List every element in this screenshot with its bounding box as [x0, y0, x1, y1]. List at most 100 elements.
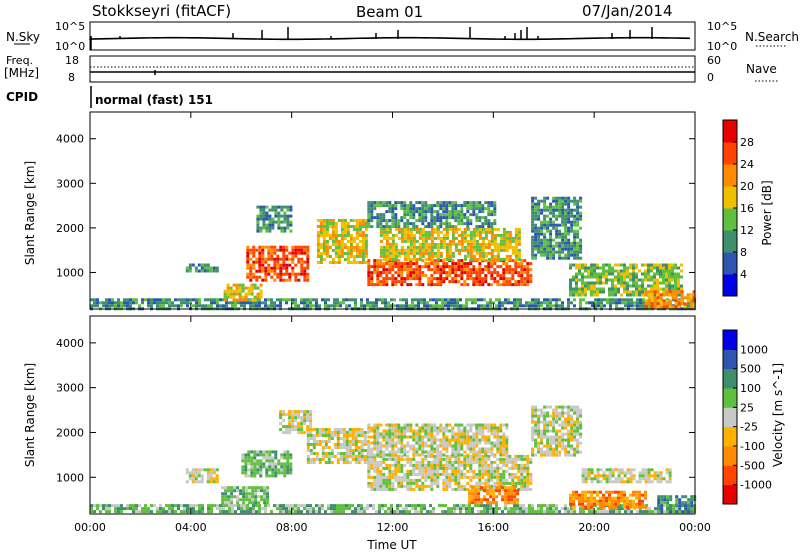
data-cell	[333, 304, 336, 308]
data-cell	[254, 489, 258, 493]
data-cell	[424, 233, 428, 237]
data-cell	[93, 510, 96, 514]
data-cell	[505, 257, 509, 261]
data-cell	[644, 272, 647, 276]
data-cell	[394, 478, 398, 482]
data-cell	[309, 422, 313, 426]
data-cell	[93, 301, 96, 305]
data-cell	[593, 263, 596, 267]
data-cell	[442, 429, 446, 433]
data-cell	[662, 293, 666, 297]
data-cell	[508, 457, 512, 461]
data-cell	[322, 246, 326, 249]
data-cell	[345, 443, 349, 446]
data-cell	[564, 226, 568, 230]
data-cell	[421, 259, 425, 263]
data-cell	[520, 283, 524, 287]
data-cell	[517, 478, 521, 482]
data-cell	[387, 304, 390, 308]
data-cell	[472, 207, 476, 211]
data-cell	[444, 298, 447, 302]
data-cell	[244, 453, 248, 457]
data-cell	[466, 233, 470, 237]
data-cell	[388, 469, 392, 473]
data-cell	[421, 472, 425, 476]
data-cell	[337, 258, 341, 261]
data-cell	[546, 241, 550, 245]
data-cell	[394, 251, 398, 255]
data-cell	[546, 220, 550, 224]
data-cell	[614, 263, 617, 267]
data-cell	[391, 274, 395, 278]
data-cell	[382, 487, 386, 491]
data-cell	[677, 275, 680, 279]
data-cell	[345, 431, 349, 434]
data-cell	[367, 475, 371, 479]
data-cell	[481, 277, 485, 281]
data-cell	[590, 272, 593, 276]
data-cell	[424, 201, 428, 205]
data-cell	[526, 268, 530, 272]
data-cell	[360, 449, 364, 452]
data-cell	[558, 510, 561, 514]
data-cell	[366, 301, 369, 305]
data-cell	[370, 429, 374, 433]
data-cell	[227, 495, 231, 499]
data-cell	[391, 435, 395, 439]
data-cell	[230, 495, 234, 499]
data-cell	[286, 450, 290, 454]
data-cell	[481, 429, 485, 433]
data-cell	[357, 455, 361, 458]
data-cell	[418, 245, 422, 249]
data-cell	[493, 257, 497, 261]
data-cell	[261, 260, 265, 264]
data-cell	[321, 507, 324, 511]
data-cell	[502, 438, 506, 442]
data-cell	[451, 478, 455, 482]
data-cell	[526, 265, 530, 269]
data-cell	[665, 263, 668, 267]
data-cell	[418, 484, 422, 488]
data-cell	[117, 510, 120, 514]
data-cell	[587, 275, 590, 279]
data-cell	[436, 257, 440, 261]
data-cell	[415, 484, 419, 488]
data-cell	[463, 450, 467, 454]
data-cell	[403, 268, 407, 272]
data-cell	[454, 432, 458, 436]
data-cell	[451, 487, 455, 491]
colorbar-tick-label: 28	[740, 136, 754, 149]
data-cell	[415, 239, 419, 243]
data-cell	[478, 426, 482, 430]
data-cell	[418, 271, 422, 275]
data-cell	[96, 298, 99, 302]
data-cell	[639, 510, 642, 514]
data-cell	[469, 201, 473, 205]
data-cell	[424, 239, 428, 243]
data-cell	[349, 225, 353, 228]
data-cell	[327, 446, 331, 449]
data-cell	[629, 275, 632, 279]
data-cell	[472, 233, 476, 237]
data-cell	[662, 299, 666, 303]
data-cell	[250, 459, 254, 463]
data-cell	[297, 272, 301, 276]
data-cell	[195, 304, 198, 308]
data-cell	[448, 265, 452, 269]
data-cell	[454, 242, 458, 246]
data-cell	[483, 304, 486, 308]
data-cell	[330, 507, 333, 511]
data-cell	[221, 486, 225, 490]
data-cell	[409, 283, 413, 287]
data-cell	[514, 233, 518, 237]
data-cell	[349, 234, 353, 237]
data-cell	[493, 481, 497, 485]
data-cell	[358, 240, 362, 243]
data-cell	[384, 298, 387, 302]
data-cell	[357, 431, 361, 434]
data-cell	[397, 230, 401, 234]
data-cell	[475, 248, 479, 252]
data-cell	[264, 272, 268, 276]
data-cell	[475, 450, 479, 454]
data-cell	[460, 463, 464, 467]
